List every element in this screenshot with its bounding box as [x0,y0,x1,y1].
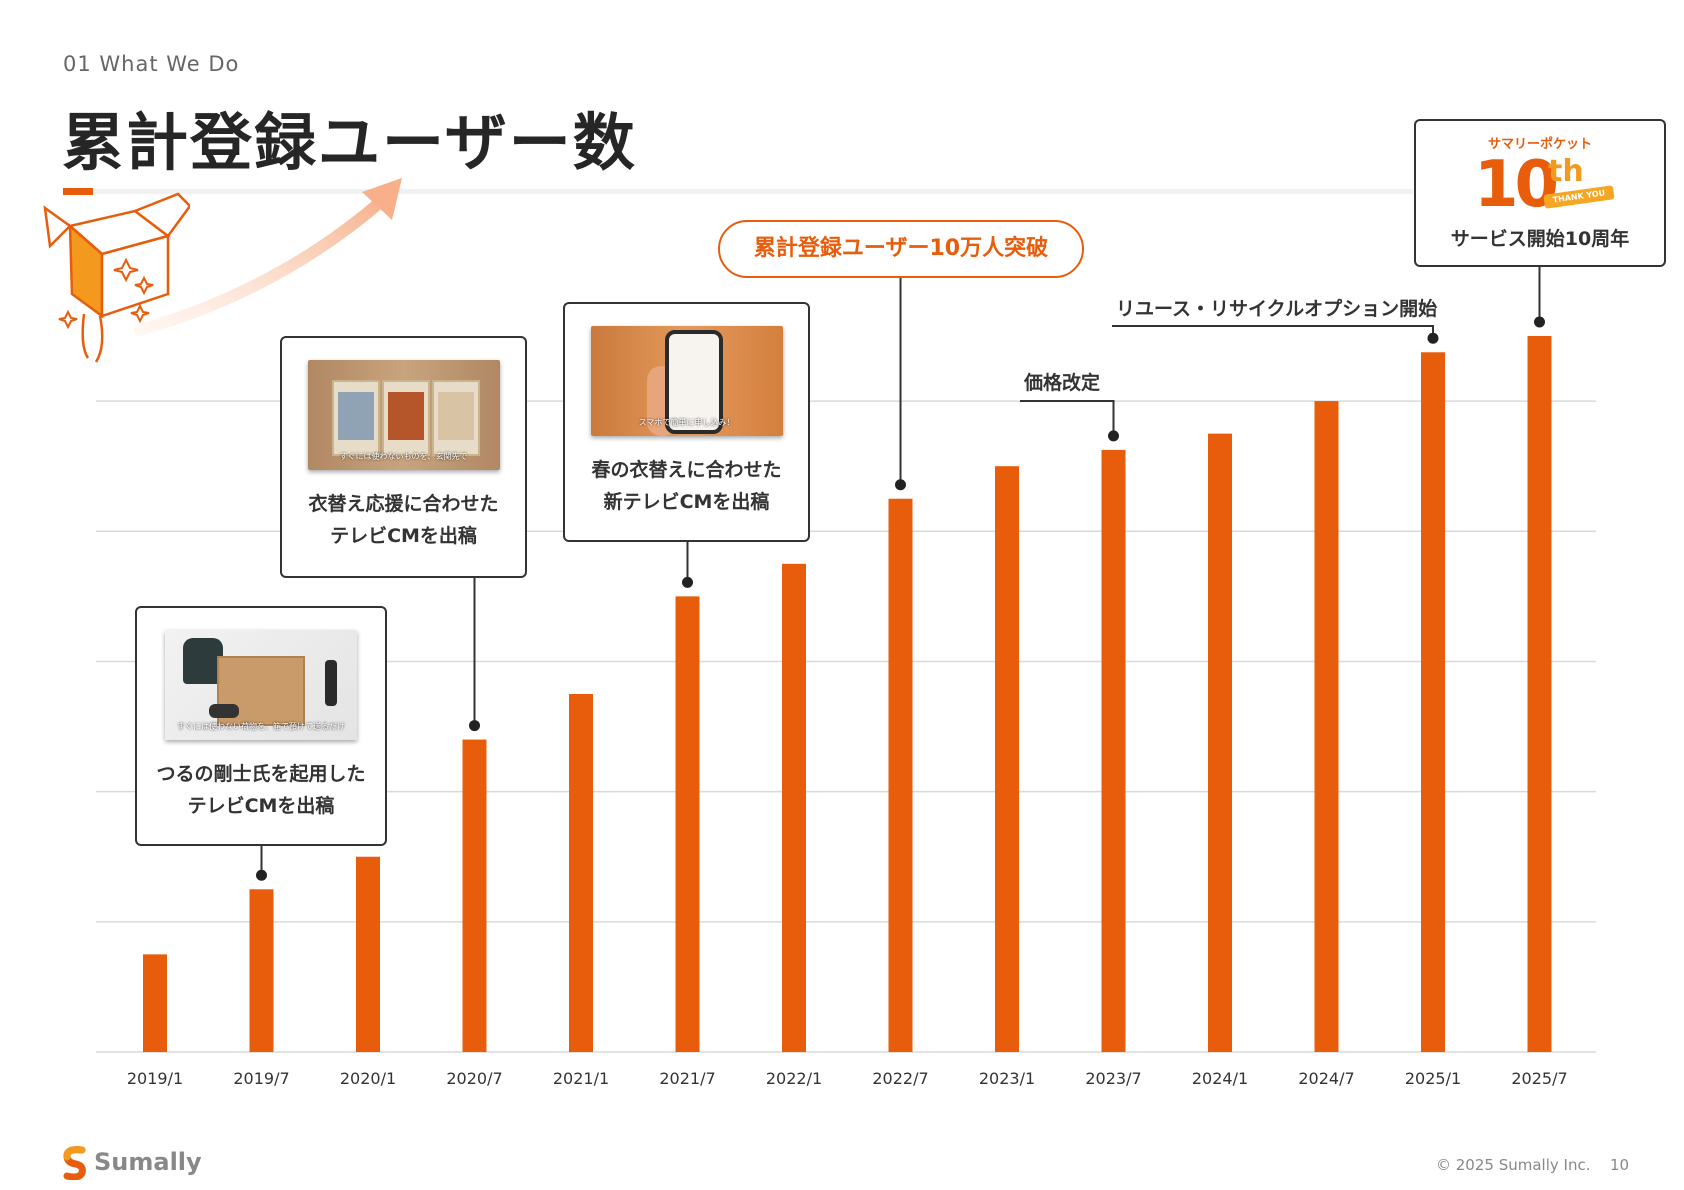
anniversary-text: サービス開始10周年 [1450,228,1630,250]
x-tick-label: 2021/7 [659,1069,715,1088]
anniversary-suffix: th [1548,154,1584,189]
x-tick-label: 2019/7 [233,1069,289,1088]
footer-brand: Sumally [94,1148,202,1176]
section-label: 01 What We Do [63,52,240,76]
x-tick-label: 2025/7 [1511,1069,1567,1088]
anniversary-brand: サマリーポケット [1487,137,1592,152]
x-tick-label: 2025/1 [1405,1069,1461,1088]
bar [675,596,700,1052]
title-accent-bar [63,188,93,195]
bar [1421,352,1445,1053]
bar [995,466,1019,1052]
bar [1101,449,1126,1053]
callout-cm-2020: すぐには使わないものを、玄関先で 衣替え応援に合わせた テレビCMを出稿 [280,336,527,578]
leader-dot [469,720,480,732]
x-tick-labels: 2019/1 2019/7 2020/1 2020/7 2021/1 2021/7 2022… [127,1069,1568,1088]
x-tick-label: 2024/7 [1298,1069,1354,1088]
footer-copyright: © 2025 Sumally Inc. [1436,1156,1591,1174]
bar [462,739,487,1052]
leader-dot [895,479,906,491]
callout-cm-2021: スマホで簡単に申し込み！ 春の衣替えに合わせた 新テレビCMを出稿 [563,302,810,542]
reuse-option-label: リユース・リサイクルオプション開始 [1116,298,1438,320]
callout-cm-2019: すぐには使わない荷物を、箱で預けて送るだけ つるの剛士氏を起用した テレビCMを… [135,606,387,846]
anniversary-number: 10 [1474,148,1559,222]
title-rule [93,189,1413,194]
page-title: 累計登録ユーザー数 [62,106,637,179]
tv-cm-thumbnail: スマホで簡単に申し込み！ [590,326,783,436]
callout-line-1: 春の衣替えに合わせた [591,459,782,481]
callout-line-2: テレビCMを出稿 [187,795,335,817]
x-tick-label: 2024/1 [1192,1069,1248,1088]
x-tick-label: 2020/1 [340,1069,396,1088]
x-tick-label: 2021/1 [553,1069,609,1088]
thumbnail-caption: スマホで簡単に申し込み！ [638,418,735,427]
bar [569,694,593,1052]
price-revision-label: 価格改定 [1024,372,1101,394]
leader-line [1112,325,1434,339]
leader-dot [256,869,267,881]
sumally-logo-icon [63,1146,86,1180]
callout-line-1: 衣替え応援に合わせた [308,493,499,515]
leader-line [1020,400,1115,436]
x-tick-label: 2023/7 [1085,1069,1141,1088]
callout-line-1: つるの剛士氏を起用した [156,763,366,785]
anniversary-logo: 10 th THANK YOU [1416,148,1664,222]
x-tick-label: 2022/1 [766,1069,822,1088]
bar [782,563,806,1052]
bar [143,954,167,1052]
bar [888,498,913,1052]
x-tick-label: 2019/1 [127,1069,183,1088]
x-tick-label: 2020/7 [446,1069,502,1088]
bar [1208,433,1232,1052]
mascot-box-icon [43,192,190,363]
bar [356,856,380,1052]
callout-line-2: 新テレビCMを出稿 [603,491,770,513]
thumbnail-caption: すぐには使わない荷物を、箱で預けて送るだけ [177,722,345,731]
callout-line-2: テレビCMを出稿 [330,525,477,547]
bar [1314,401,1339,1052]
callout-leaders [256,267,1545,881]
x-tick-label: 2022/7 [872,1069,928,1088]
milestone-100k-users: 累計登録ユーザー10万人突破 [718,220,1084,278]
bar [249,889,274,1052]
page-number: 10 [1610,1156,1630,1174]
growth-arrow-icon [134,178,402,336]
x-tick-label: 2023/1 [979,1069,1035,1088]
anniversary-callout: サマリーポケット 10 th THANK YOU サービス開始10周年 [1414,119,1666,267]
leader-dot [1108,430,1119,442]
tv-cm-thumbnail: すぐには使わないものを、玄関先で [307,360,500,470]
leader-dot [1534,316,1545,328]
tv-cm-thumbnail: すぐには使わない荷物を、箱で預けて送るだけ [165,630,357,740]
thumbnail-caption: すぐには使わないものを、玄関先で [339,452,468,461]
bars [143,336,1552,1053]
bar [1527,336,1552,1052]
leader-dot [1427,332,1439,344]
leader-dot [682,576,693,588]
